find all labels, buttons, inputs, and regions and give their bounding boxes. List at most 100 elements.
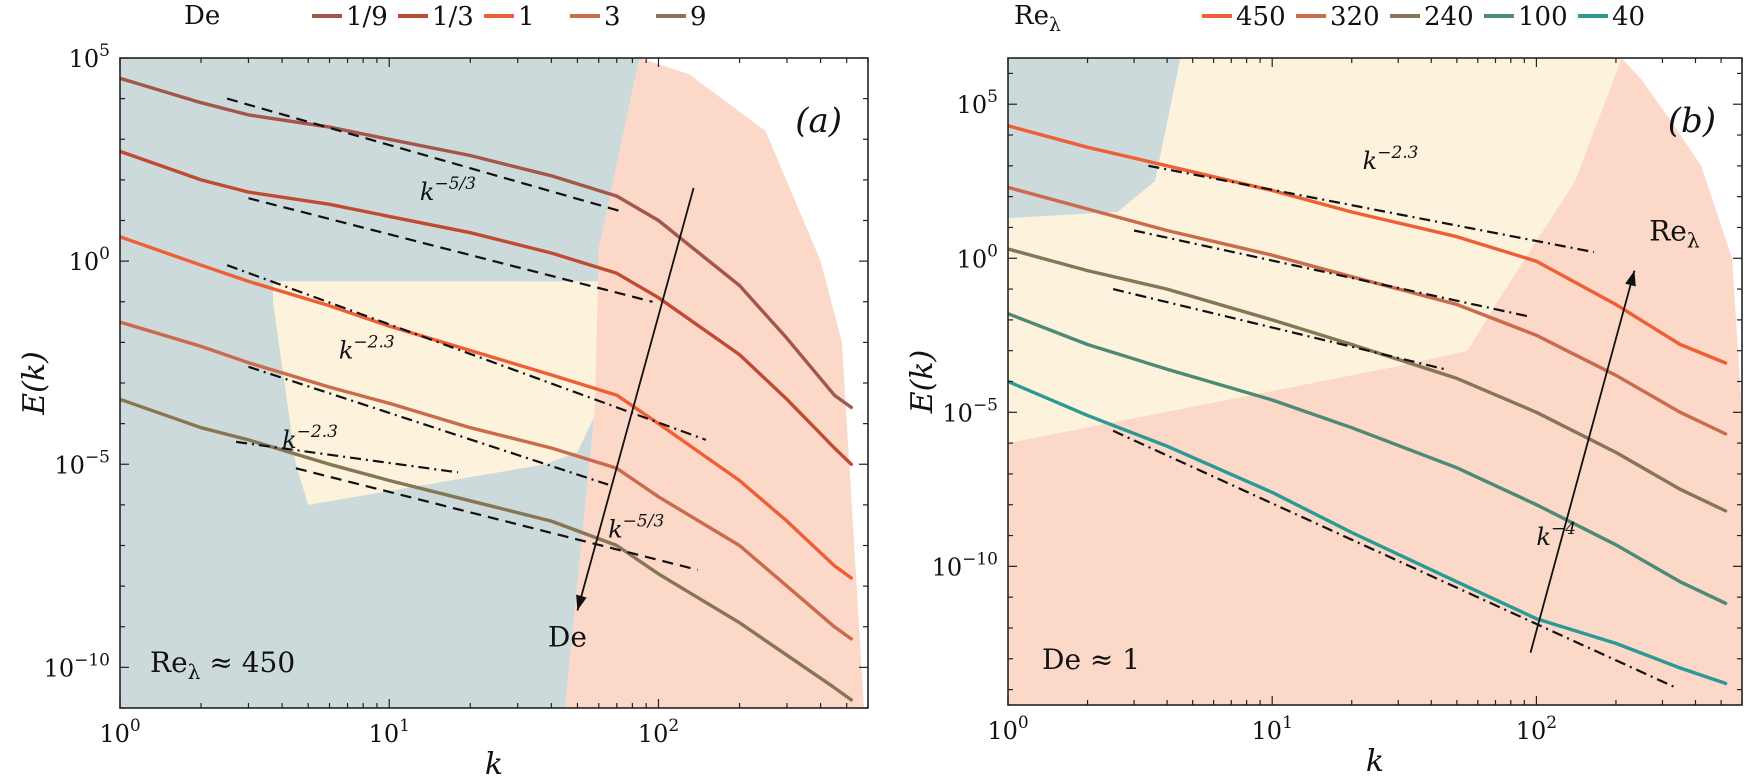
series-line-320 [1008,185,1728,436]
y-axis-label: E(k) [905,350,940,415]
x-axis-label: k [485,747,503,781]
arrow-label: Reλ [1649,215,1700,253]
shaded-region-3 [565,58,864,708]
x-tick-label-base: 10 [99,720,130,748]
x-tick-label-exponent: 2 [1546,713,1557,733]
x-tick-label: 101 [369,716,410,748]
slope-annotation-base: k [1363,147,1378,175]
panel-label: (b) [1668,101,1716,141]
x-tick-label-base: 10 [369,720,400,748]
power-law-fit-6 [295,467,699,571]
trend-arrow-shaft [1529,270,1636,653]
x-tick-label-base: 10 [638,720,669,748]
legend-entry-1-3: 1/3 [432,2,474,32]
trend-arrow-shaft [576,187,695,611]
y-tick-label: 100 [957,241,998,273]
slope-annotation-base: k [282,426,297,454]
plot-area [120,58,868,708]
legend-entry-1: 1 [518,2,535,32]
legend-title-part: Re [1014,1,1049,31]
condition-label: Reλ ≈ 450 [150,646,295,684]
legend: Reλ 450 320 240 100 40 [1014,1,1645,36]
condition-label: De ≈ 1 [1042,643,1140,676]
condition-label-subscript: λ [188,660,201,684]
slope-annotation-exponent: −2.3 [353,333,394,353]
power-law-fit-5 [235,440,459,474]
y-tick-label: 105 [957,87,998,119]
y-tick-label-base: 10 [957,245,988,273]
x-tick-label: 100 [99,716,140,748]
slope-annotation-exponent: −5/3 [623,511,665,531]
x-tick-label-exponent: 0 [1018,713,1029,733]
ticks [119,57,869,709]
shaded-region-2 [273,281,609,505]
y-tick-label-base: 10 [69,45,100,73]
slope-annotation-base: k [420,178,435,206]
slope-annotation-exponent: −5/3 [434,174,476,194]
slope-annotation-2: k−2.3 [339,333,395,365]
y-tick-label: 10−10 [932,549,998,581]
x-tick-label: 101 [1252,713,1293,745]
slope-annotation-2: k−4 [1536,519,1576,551]
legend-entry-100: 100 [1518,2,1568,32]
x-tick-label-exponent: 0 [130,716,141,736]
series-line-100 [1008,312,1728,605]
power-law-fit-4 [248,365,609,486]
x-tick-label-exponent: 2 [668,716,679,736]
x-tick-label: 100 [987,713,1028,745]
trend-arrow-head [576,594,587,611]
slope-annotation-exponent: −2.3 [297,422,338,442]
legend-entry-9: 9 [690,2,707,32]
power-law-fit-3 [226,264,707,441]
series-line-240 [1008,247,1728,513]
y-tick-label-base: 10 [932,553,963,581]
y-tick-label: 10−10 [44,650,110,682]
y-tick-label: 105 [69,41,110,73]
power-law-fit-4 [1112,429,1674,688]
legend-title: Reλ [1014,1,1061,36]
x-tick-label-base: 10 [1516,717,1547,745]
series-line-9 [120,397,853,702]
power-law-fit-2 [248,197,653,303]
x-tick-label-base: 10 [1252,717,1283,745]
y-tick-label-base: 10 [54,451,85,479]
y-tick-label-base: 10 [942,399,973,427]
y-axis-label: E(k) [17,351,52,416]
y-tick-label: 100 [69,244,110,276]
slope-annotation-exponent: −2.3 [1377,143,1418,163]
y-tick-label-exponent: −10 [74,650,110,670]
condition-label-part: Re [150,646,188,679]
legend-title-subscript: λ [1049,15,1061,36]
y-tick-label: 10−5 [942,395,998,427]
power-law-fit-1 [226,97,626,214]
x-axis-label: k [1366,744,1384,779]
y-tick-label-exponent: −5 [85,447,110,467]
y-tick-label-base: 10 [69,248,100,276]
slope-annotation-base: k [608,515,623,543]
y-tick-label-exponent: −5 [973,395,998,415]
series-line-1-9 [120,76,853,410]
y-tick-label: 10−5 [54,447,110,479]
y-tick-label-exponent: 5 [99,41,110,61]
legend-entry-40: 40 [1612,2,1645,32]
slope-annotation-base: k [339,337,354,365]
shaded-region-2 [1008,58,1622,444]
series-line-450 [1008,124,1728,365]
legend-entry-1-9: 1/9 [346,2,388,32]
panel-label: (a) [795,101,842,141]
shaded-region-3 [1008,58,1742,705]
legend-entry-320: 320 [1330,2,1380,32]
y-tick-label-exponent: 0 [99,244,110,264]
arrow-label-subscript: λ [1687,229,1700,253]
arrow-label: De [548,621,587,654]
power-law-fit-3 [1112,288,1446,371]
series-line-1-3 [120,149,853,466]
plot-area [1008,58,1742,705]
slope-annotation-exponent: −4 [1551,519,1576,539]
x-tick-label: 102 [638,716,679,748]
y-tick-label-base: 10 [44,654,75,682]
series-line-40 [1008,379,1728,686]
trend-arrow-head [1625,270,1636,287]
